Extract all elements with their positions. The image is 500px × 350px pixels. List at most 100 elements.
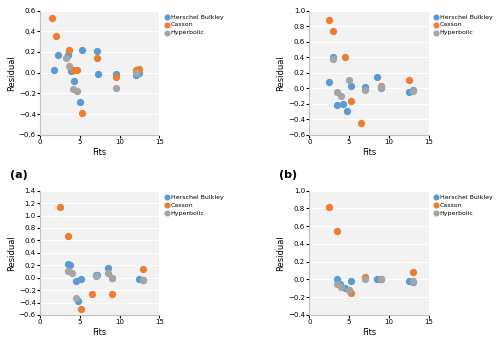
Hyperbolic — [409, 279, 417, 284]
Legend: Herschel Bulkley, Casson, Hyperbolic: Herschel Bulkley, Casson, Hyperbolic — [434, 194, 493, 216]
Casson — [341, 54, 349, 60]
Casson — [68, 67, 76, 72]
Herschel Bulkley — [64, 52, 72, 58]
Text: (a): (a) — [10, 170, 28, 180]
Herschel Bulkley — [329, 54, 337, 60]
Herschel Bulkley — [373, 75, 381, 80]
Casson — [64, 233, 72, 239]
Casson — [333, 228, 341, 233]
Casson — [78, 307, 86, 312]
Herschel Bulkley — [361, 84, 369, 90]
Herschel Bulkley — [54, 52, 62, 58]
Casson — [329, 28, 337, 34]
Herschel Bulkley — [64, 261, 72, 267]
Herschel Bulkley — [405, 279, 413, 284]
Hyperbolic — [377, 277, 385, 282]
Herschel Bulkley — [112, 71, 120, 77]
Legend: Herschel Bulkley, Casson, Hyperbolic: Herschel Bulkley, Casson, Hyperbolic — [434, 14, 493, 36]
Hyperbolic — [92, 273, 100, 279]
Hyperbolic — [140, 277, 147, 282]
Herschel Bulkley — [104, 265, 112, 271]
Hyperbolic — [337, 93, 345, 99]
Casson — [78, 110, 86, 116]
Herschel Bulkley — [72, 278, 80, 284]
Casson — [325, 17, 333, 23]
Casson — [108, 292, 116, 297]
Herschel Bulkley — [373, 277, 381, 282]
Herschel Bulkley — [94, 272, 102, 278]
Hyperbolic — [108, 275, 116, 280]
Casson — [377, 83, 385, 89]
Casson — [405, 78, 413, 83]
Herschel Bulkley — [92, 48, 100, 54]
Casson — [140, 266, 147, 272]
X-axis label: Fits: Fits — [362, 148, 376, 157]
Casson — [346, 290, 354, 296]
X-axis label: Fits: Fits — [92, 148, 107, 157]
Casson — [325, 204, 333, 210]
Herschel Bulkley — [361, 275, 369, 280]
X-axis label: Fits: Fits — [92, 328, 107, 337]
Hyperbolic — [345, 287, 353, 293]
Herschel Bulkley — [341, 286, 349, 291]
Casson — [112, 74, 120, 79]
Herschel Bulkley — [333, 103, 341, 108]
Legend: Herschel Bulkley, Casson, Hyperbolic: Herschel Bulkley, Casson, Hyperbolic — [165, 14, 224, 36]
Casson — [409, 270, 417, 275]
Hyperbolic — [132, 70, 140, 76]
Herschel Bulkley — [108, 275, 116, 280]
Casson — [72, 67, 80, 72]
Hyperbolic — [361, 277, 369, 282]
Casson — [346, 99, 354, 104]
Hyperbolic — [72, 89, 80, 94]
Hyperbolic — [329, 56, 337, 62]
Herschel Bulkley — [67, 68, 75, 74]
Herschel Bulkley — [140, 278, 147, 283]
Herschel Bulkley — [76, 99, 84, 104]
Hyperbolic — [72, 295, 80, 301]
Hyperbolic — [377, 84, 385, 90]
Hyperbolic — [345, 78, 353, 83]
Hyperbolic — [337, 284, 345, 289]
Herschel Bulkley — [94, 71, 102, 77]
Hyperbolic — [333, 89, 341, 95]
Y-axis label: Residual: Residual — [7, 55, 16, 91]
Hyperbolic — [409, 88, 417, 93]
X-axis label: Fits: Fits — [362, 328, 376, 337]
Herschel Bulkley — [70, 78, 78, 84]
Hyperbolic — [62, 55, 70, 61]
Hyperbolic — [68, 271, 76, 276]
Herschel Bulkley — [346, 83, 354, 89]
Casson — [357, 120, 365, 126]
Casson — [377, 277, 385, 282]
Herschel Bulkley — [409, 279, 417, 285]
Hyperbolic — [333, 281, 341, 287]
Herschel Bulkley — [78, 47, 86, 52]
Herschel Bulkley — [344, 109, 351, 114]
Text: (b): (b) — [280, 170, 297, 180]
Herschel Bulkley — [136, 276, 143, 282]
Herschel Bulkley — [336, 281, 344, 287]
Legend: Herschel Bulkley, Casson, Hyperbolic: Herschel Bulkley, Casson, Hyperbolic — [165, 194, 224, 216]
Hyperbolic — [66, 64, 74, 69]
Y-axis label: Residual: Residual — [276, 235, 285, 271]
Casson — [48, 15, 56, 21]
Herschel Bulkley — [345, 287, 353, 293]
Herschel Bulkley — [405, 89, 413, 95]
Casson — [134, 66, 142, 71]
Casson — [361, 274, 369, 280]
Herschel Bulkley — [132, 72, 140, 77]
Herschel Bulkley — [338, 101, 346, 106]
Casson — [132, 67, 140, 72]
Herschel Bulkley — [74, 299, 82, 304]
Herschel Bulkley — [409, 87, 417, 92]
Herschel Bulkley — [346, 279, 354, 284]
Casson — [52, 34, 60, 39]
Herschel Bulkley — [377, 277, 385, 282]
Casson — [56, 204, 64, 210]
Hyperbolic — [68, 86, 76, 92]
Herschel Bulkley — [333, 277, 341, 282]
Herschel Bulkley — [325, 79, 333, 85]
Hyperbolic — [361, 87, 369, 92]
Y-axis label: Residual: Residual — [7, 235, 16, 271]
